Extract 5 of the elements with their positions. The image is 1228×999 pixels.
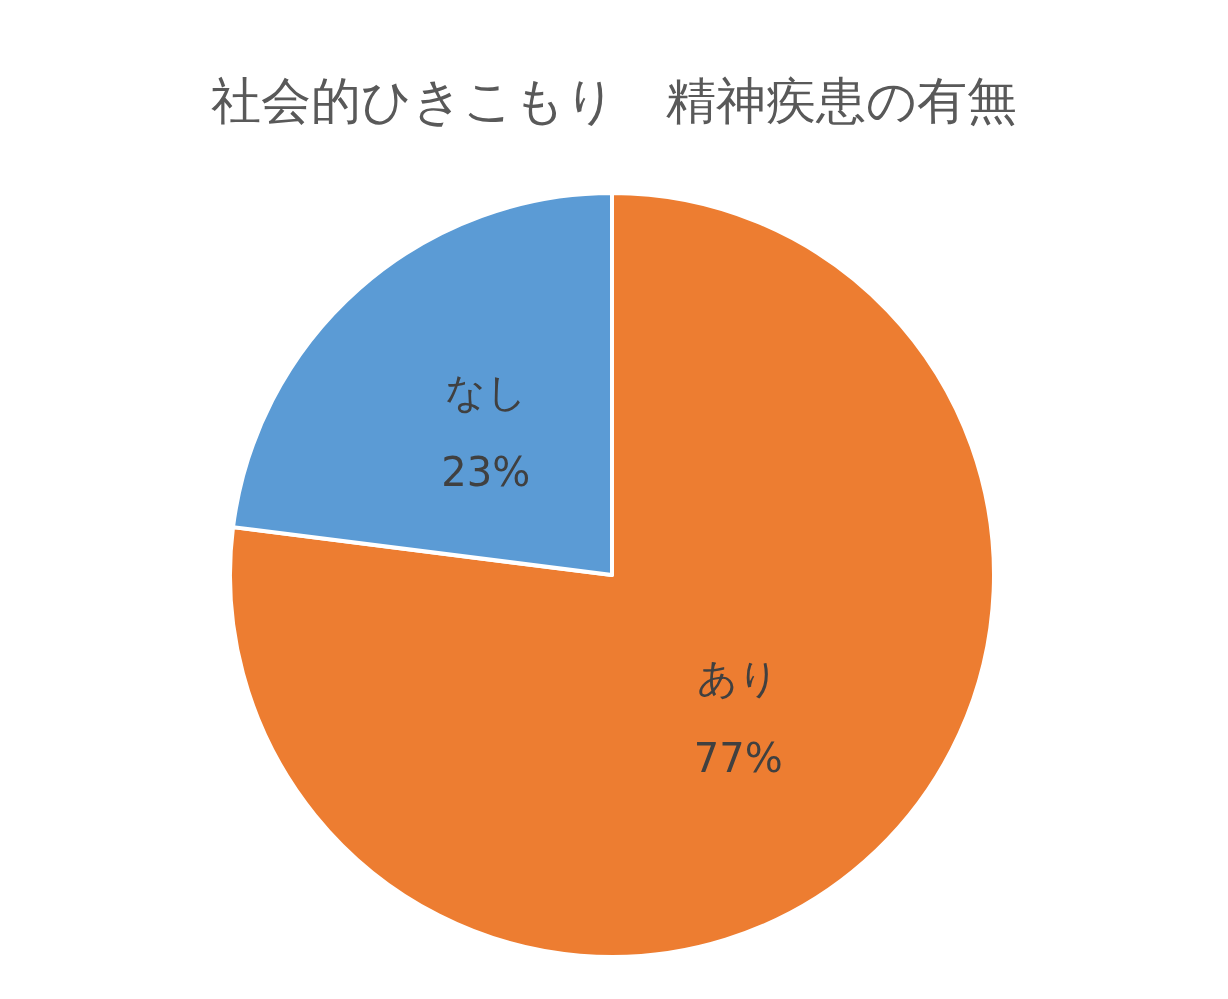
chart-title: 社会的ひきこもり 精神疾患の有無 <box>211 72 1017 130</box>
slice-label: なし <box>444 368 527 415</box>
slice-label: あり <box>697 655 780 702</box>
data-label: 23% <box>441 448 531 495</box>
data-label: 77% <box>693 735 783 782</box>
